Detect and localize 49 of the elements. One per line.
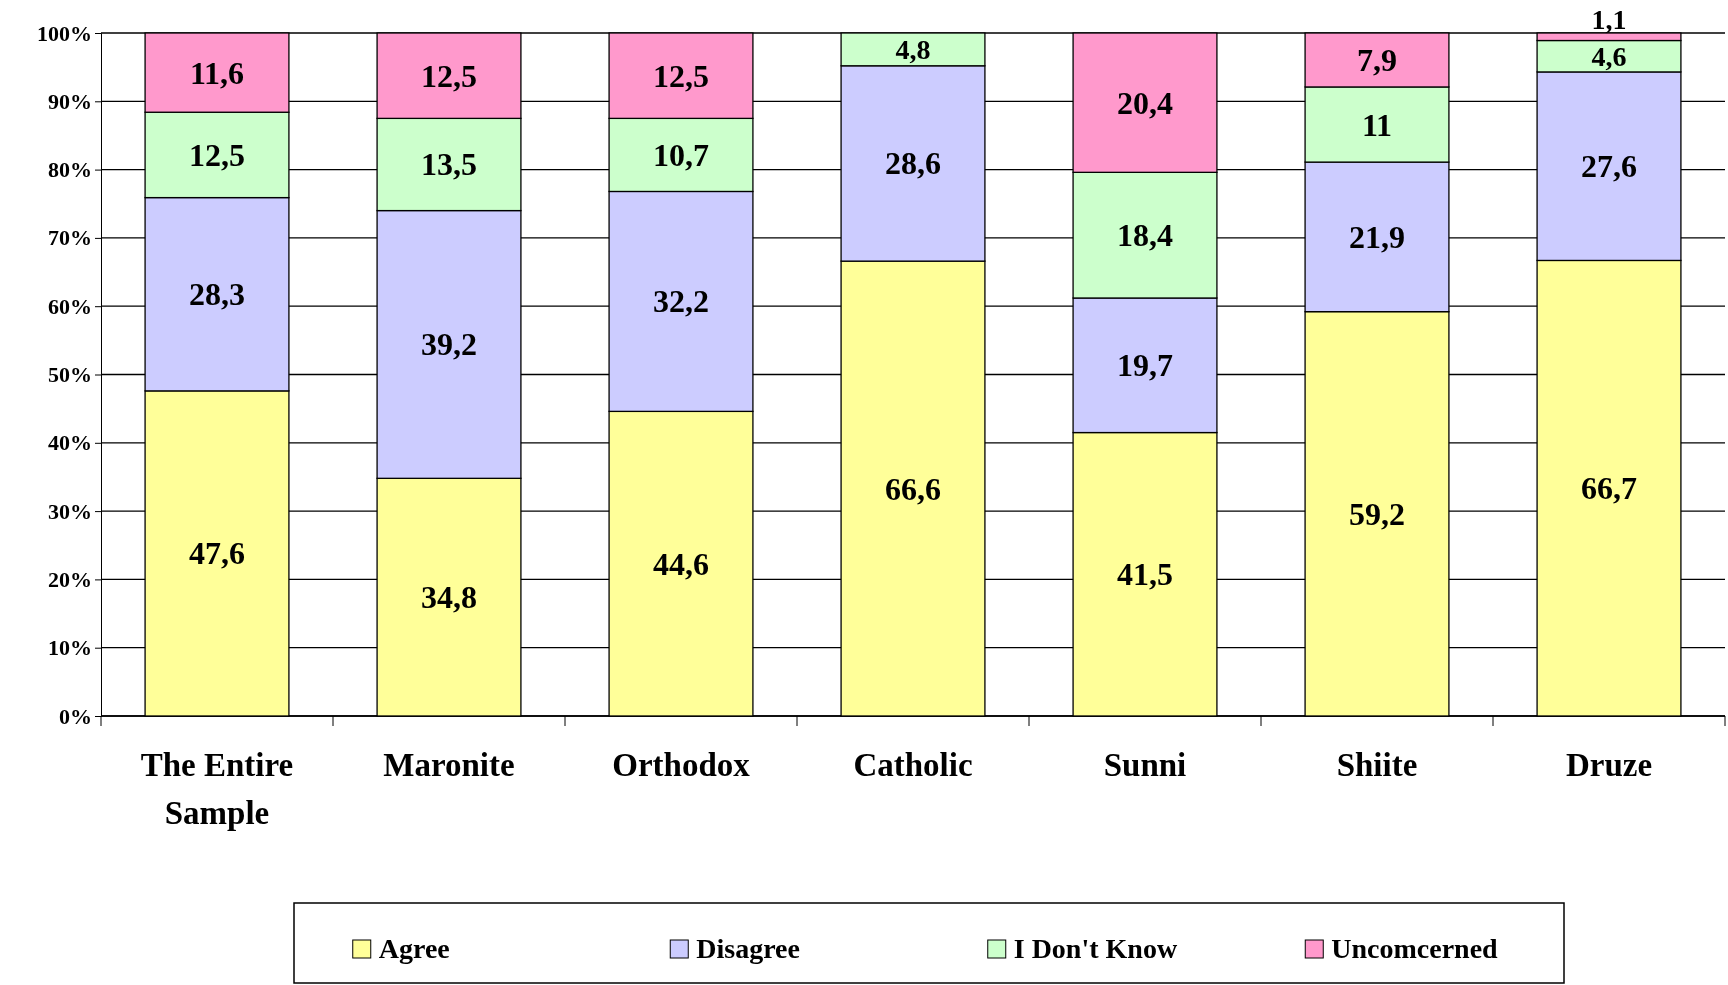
- legend-label: Disagree: [696, 933, 800, 964]
- x-tick-label: Shiite: [1336, 747, 1418, 783]
- data-label: 27,6: [1581, 148, 1637, 185]
- data-label: 44,6: [653, 545, 709, 582]
- y-tick-label: 80%: [48, 157, 92, 183]
- data-label: 19,7: [1117, 347, 1173, 384]
- x-tick-label: The Entire Sample: [140, 747, 294, 831]
- data-label: 4,6: [1591, 41, 1627, 73]
- data-label: 1,1: [1591, 4, 1627, 35]
- data-label: 41,5: [1117, 556, 1173, 593]
- data-label: 59,2: [1349, 495, 1405, 532]
- data-label: 12,5: [189, 136, 245, 173]
- data-label: 4,8: [895, 34, 931, 66]
- legend-label: Uncomcerned: [1331, 933, 1499, 964]
- y-tick-label: 40%: [48, 430, 92, 456]
- data-label: 10,7: [653, 136, 709, 173]
- data-label: 13,5: [421, 146, 477, 183]
- y-tick-label: 20%: [48, 566, 92, 592]
- data-label: 11,6: [189, 54, 245, 91]
- y-tick-label: 0%: [59, 703, 92, 729]
- data-label: 32,2: [653, 283, 709, 320]
- x-tick-label: Orthodox: [612, 747, 751, 783]
- data-label: 7,9: [1357, 41, 1397, 78]
- y-tick-label: 70%: [48, 225, 92, 251]
- data-label: 34,8: [421, 579, 477, 616]
- data-label: 11: [1361, 106, 1393, 143]
- data-label: 66,7: [1581, 470, 1637, 507]
- x-tick-label: Druze: [1565, 747, 1653, 783]
- y-tick-label: 10%: [48, 635, 92, 661]
- x-tick-label: Sunni: [1103, 747, 1187, 783]
- x-tick-label: Catholic: [853, 747, 973, 783]
- data-label: 28,6: [885, 145, 941, 182]
- y-tick-label: 100%: [37, 20, 92, 46]
- y-tick-label: 30%: [48, 498, 92, 524]
- y-tick-label: 60%: [48, 293, 92, 319]
- data-label: 21,9: [1349, 218, 1405, 255]
- legend-label: Agree: [378, 933, 450, 964]
- data-label: 18,4: [1117, 217, 1173, 254]
- legend-label: I Don't Know: [1013, 933, 1178, 964]
- data-label: 39,2: [421, 326, 477, 363]
- data-label: 28,3: [189, 276, 245, 313]
- data-label: 20,4: [1117, 84, 1173, 121]
- y-tick-label: 90%: [48, 88, 92, 114]
- y-tick-label: 50%: [48, 362, 92, 388]
- x-tick-label: Maronite: [383, 747, 515, 783]
- data-label: 47,6: [189, 535, 245, 572]
- data-label: 66,6: [885, 470, 941, 507]
- data-label: 12,5: [653, 57, 709, 94]
- data-label: 12,5: [421, 57, 477, 94]
